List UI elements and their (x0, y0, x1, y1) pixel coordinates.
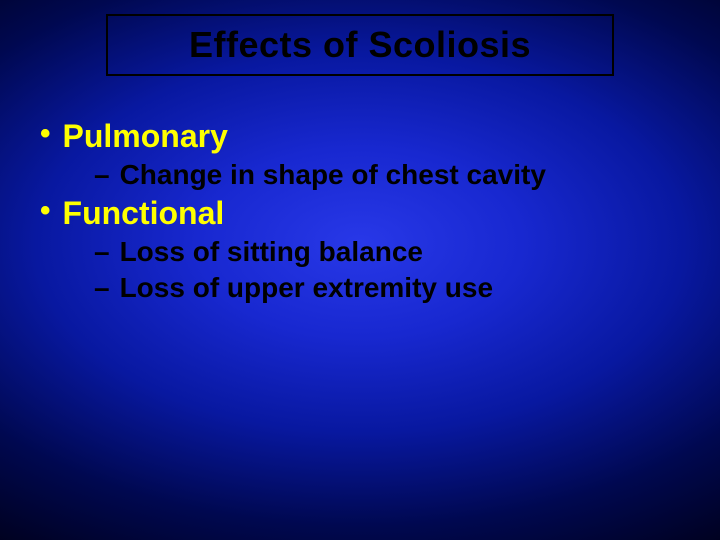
title-box: Effects of Scoliosis (106, 14, 614, 76)
bullet-text: Loss of sitting balance (120, 236, 423, 268)
bullet-level2: – Loss of upper extremity use (94, 272, 680, 304)
bullet-level1: • Functional (40, 195, 680, 232)
bullet-level2: – Change in shape of chest cavity (94, 159, 680, 191)
bullet-text: Change in shape of chest cavity (120, 159, 546, 191)
bullet-marker: – (94, 272, 110, 304)
slide: Effects of Scoliosis • Pulmonary – Chang… (0, 0, 720, 540)
bullet-marker: – (94, 159, 110, 191)
bullet-text: Functional (63, 195, 225, 232)
bullet-marker: – (94, 236, 110, 268)
bullet-text: Loss of upper extremity use (120, 272, 493, 304)
bullet-level2: – Loss of sitting balance (94, 236, 680, 268)
slide-content: • Pulmonary – Change in shape of chest c… (40, 118, 680, 308)
bullet-text: Pulmonary (63, 118, 228, 155)
slide-title: Effects of Scoliosis (189, 24, 531, 66)
bullet-marker: • (40, 119, 51, 149)
bullet-marker: • (40, 196, 51, 226)
bullet-level1: • Pulmonary (40, 118, 680, 155)
